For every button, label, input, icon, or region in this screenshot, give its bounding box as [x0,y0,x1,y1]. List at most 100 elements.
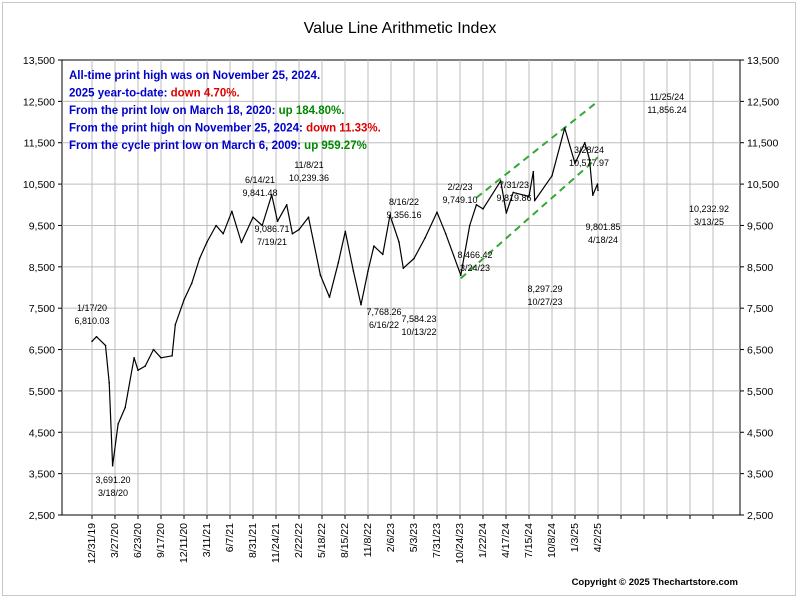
x-tick-label: 11/8/22 [362,523,374,557]
data-point [532,170,535,173]
label-jan20: 1/17/20 6,810.03 [74,303,109,326]
label-mar24: 3/28/24 10,577.97 [569,145,609,168]
label-apr24-line1: 9,801.85 [585,222,620,232]
data-point [240,241,243,244]
x-tick-label: 10/8/24 [546,523,558,558]
note-segment: From the cycle print low on March 6, 200… [69,140,304,152]
y-tick-label-right: 12,500 [747,96,779,108]
channel-lower-line [460,156,599,280]
label-mar24-line2: 10,577.97 [569,158,609,168]
label-jul23-line1: 7/31/23 [499,180,529,190]
y-tick-label-right: 5,500 [747,386,773,398]
data-point [475,204,478,206]
y-tick-label-left: 5,500 [29,386,55,398]
note-segment: 2025 year-to-date: [69,88,171,100]
plot-area [61,59,741,516]
label-oct23-line2: 10/27/23 [527,297,562,307]
x-tick-label: 7/31/23 [431,523,443,558]
data-point [124,406,126,409]
data-point [398,241,400,243]
series-line [91,127,599,467]
x-tick-label: 6/7/21 [224,523,236,552]
data-point [285,204,288,206]
label-nov21-line1: 11/8/21 [294,160,323,170]
data-point [171,355,173,357]
label-mar20-line2: 3/18/20 [98,488,128,498]
x-tick-label: 10/24/23 [454,523,466,564]
label-nov21-line2: 10,239.36 [289,173,329,183]
data-point [468,224,471,227]
data-point [152,348,155,351]
y-tick-label-right: 7,500 [747,303,773,315]
y-tick-label-right: 2,500 [747,510,773,522]
data-point [533,199,536,202]
data-point [144,365,146,367]
y-tick-label-right: 10,500 [747,179,779,191]
label-feb23: 2/2/23 9,749.10 [442,182,477,205]
label-jun22-line2: 6/16/22 [369,320,399,330]
label-jun22: 7,768.26 6/16/22 [366,307,401,330]
note-line: All-time print high was on November 25, … [69,70,320,82]
label-apr24-line2: 4/18/24 [588,235,618,245]
x-tick-label: 5/18/22 [316,523,328,558]
label-mar20-line1: 3,691.20 [95,475,130,485]
data-point [352,270,355,272]
point-labels: 1/17/20 6,810.03 3,691.20 3/18/20 6/14/21 9,8… [74,92,729,498]
data-point [551,175,553,177]
x-tick-label: 9/17/20 [155,523,167,558]
data-point [270,194,273,196]
x-tick-label: 12/11/20 [178,523,190,563]
data-point [298,228,300,231]
data-point [424,237,426,239]
data-point [505,212,508,214]
label-jul21-line1: 9,086.71 [254,224,289,234]
data-point [337,261,340,264]
x-tick-label: 4/17/24 [500,523,512,558]
label-nov24: 11/25/24 11,856.24 [647,92,686,115]
y-tick-label-left: 4,500 [29,427,55,439]
label-jun21-line1: 6/14/21 [245,175,275,185]
data-point [91,340,93,343]
data-point [117,423,119,425]
data-point [307,216,310,218]
note-line: From the cycle print low on March 6, 200… [69,140,367,152]
y-tick-label-left: 10,500 [23,179,55,191]
x-tick-label: 8/31/21 [247,523,259,558]
data-point [319,274,322,276]
trend-channel [460,100,599,280]
y-tick-label-left: 6,500 [29,345,55,357]
x-tick-label: 1/22/24 [477,523,489,558]
data-point [206,241,208,243]
x-tick-label: 1/3/25 [569,523,581,552]
data-point [512,191,514,194]
y-tick-label-right: 11,500 [747,138,778,150]
label-oct23-line1: 8,297.29 [527,284,562,294]
data-point [104,344,107,347]
data-point [276,220,279,223]
data-point [222,232,224,235]
note-segment: From the print low on March 18, 2020: [69,105,279,117]
data-point [160,357,162,359]
label-mar24-line1: 3/28/24 [574,145,604,155]
label-oct23: 8,297.29 10/27/23 [527,284,562,307]
label-mar25: 10,232.92 3/13/25 [689,204,729,227]
note-segment: down 4.70%. [171,88,240,100]
note-segment: From the print high on November 25, 2024… [69,123,306,135]
data-point [291,232,294,235]
data-point [373,245,375,247]
data-point [95,335,98,338]
data-point [563,127,566,129]
data-point [360,303,362,306]
data-point [190,282,193,285]
y-tick-label-left: 12,500 [23,96,55,108]
data-point [367,270,369,272]
x-tick-label: 7/15/24 [523,523,535,558]
data-point [183,299,185,301]
x-tick-label: 8/15/22 [339,523,351,558]
label-oct22-line2: 10/13/22 [401,327,436,337]
x-tick-label: 12/31/19 [86,523,98,564]
data-point [133,357,135,359]
y-tick-label-left: 3,500 [29,469,55,481]
data-point [597,189,599,192]
